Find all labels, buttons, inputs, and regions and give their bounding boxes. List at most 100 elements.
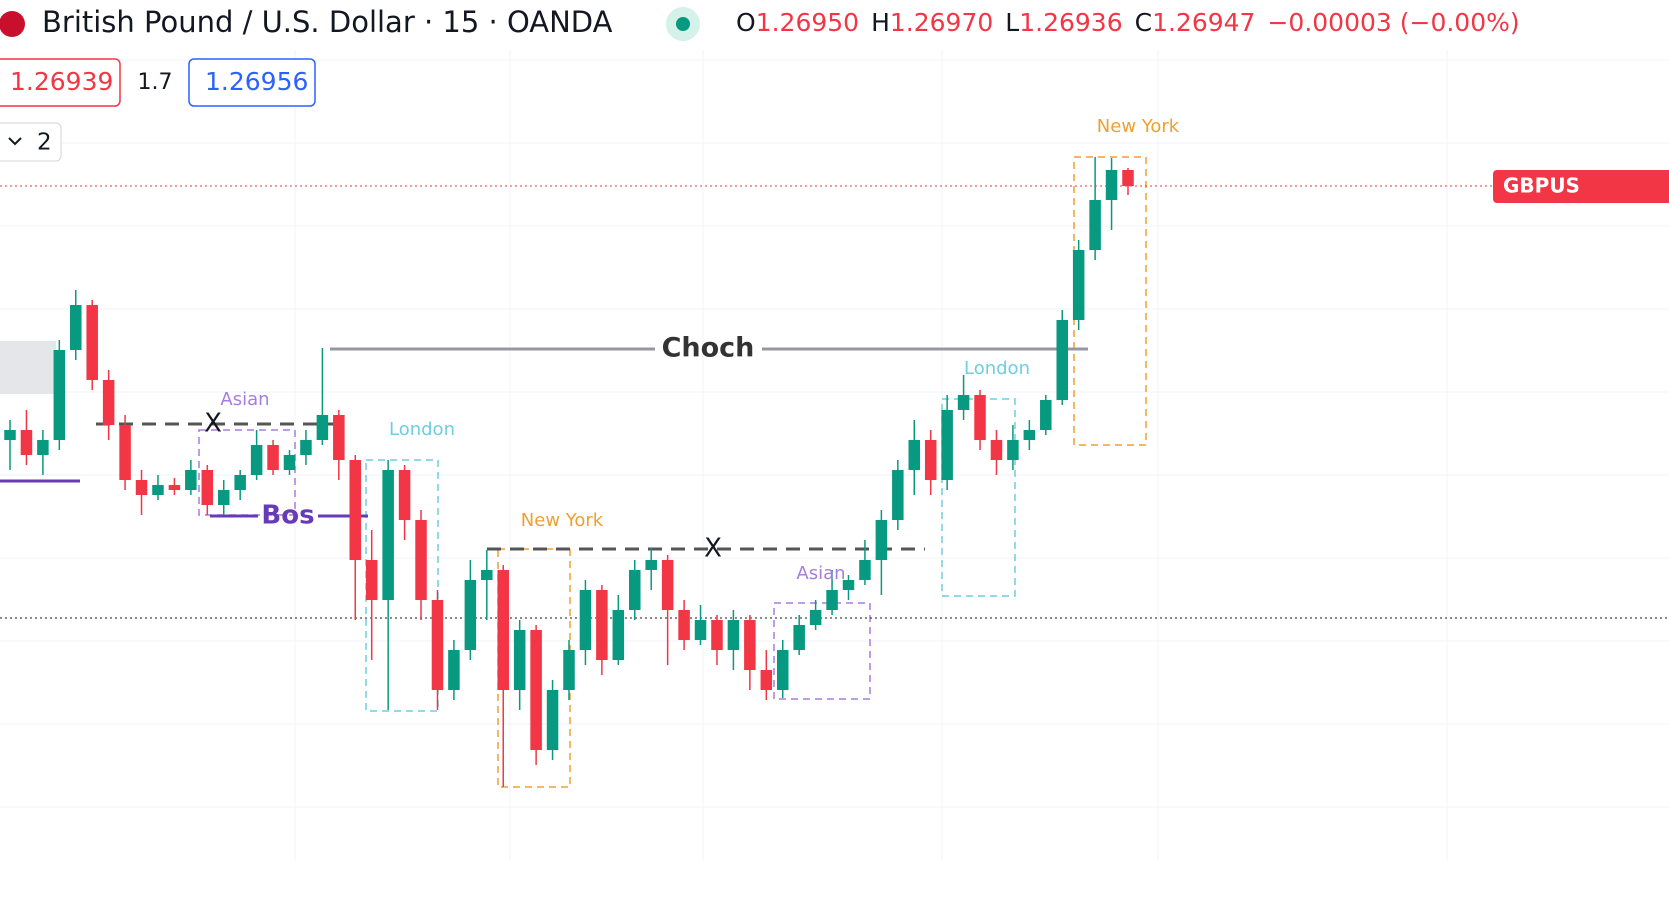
h-value: 1.26970 [890,8,993,37]
candle-body [398,470,411,520]
candle-body [809,610,822,625]
candle-body [760,670,773,690]
candle-body [694,620,707,640]
candle-body [250,445,263,475]
session-label: New York [521,510,604,531]
candle-body [579,590,592,650]
candle-body [70,305,82,350]
indicator-count[interactable]: 2 [37,130,52,156]
ask-price[interactable]: 1.26956 [205,67,308,96]
grid [0,50,1669,860]
candle-body [1023,430,1036,440]
candle-body [974,395,986,440]
h-label: H [871,8,890,37]
session-boxes [198,156,1147,788]
candle-body [957,395,970,410]
candle-body [892,470,904,520]
candle-body [859,560,871,580]
candle-body [316,415,329,440]
candle-body [365,560,378,600]
candle-body [629,570,641,610]
buy-button[interactable] [188,58,316,107]
sell-button[interactable] [0,58,121,107]
candle-body [612,610,625,660]
symbol-title: British Pound / U.S. Dollar · 15 · OANDA [42,5,613,39]
flag-icon [0,11,25,37]
candle-body [1122,170,1134,186]
candle-body [448,650,460,690]
candle-body [37,440,49,455]
chevron-icon [8,137,22,146]
candle-body [481,570,493,580]
candle-body [645,560,657,570]
ohlc: O1.26950 H1.26970 L1.26936 C1.26947 −0.00003… [736,8,1520,37]
candle-body [826,590,838,610]
asian-box [773,602,871,700]
candle-body [776,650,789,690]
candle-body [168,485,181,490]
choch-label: Choch [662,333,755,364]
bid-price[interactable]: 1.26939 [10,67,113,96]
candle-body [924,440,937,480]
candle-body [415,520,427,600]
candle-body [1056,320,1068,400]
candle-body [102,380,115,425]
candle-body [744,620,756,670]
candle-body [333,415,345,460]
candle-body [530,630,542,750]
candle-body [217,490,230,505]
o-label: O [736,8,756,37]
x-label: X [704,534,722,564]
candle-body [283,455,296,470]
session-label: London [389,419,455,440]
candle-body [300,440,312,455]
candle-body [185,470,197,490]
candle-body [431,600,444,690]
c-value: 1.26947 [1152,8,1255,37]
candle-body [842,580,855,590]
candle-body [382,470,394,600]
candle-body [711,620,723,650]
candle-body [1072,250,1085,320]
candle-body [875,520,888,560]
candle-body [793,625,805,650]
candle-body [546,690,559,750]
candle-body [135,480,148,495]
c-label: C [1135,8,1152,37]
session-label: Asian [796,563,845,584]
newyork-box [1073,156,1147,446]
l-value: 1.26936 [1019,8,1122,37]
candle-body [1007,440,1019,460]
candle-body [1105,170,1118,200]
indicator-toggle[interactable] [0,122,62,162]
candle-body [596,590,608,660]
candle-body [678,610,690,640]
spread: 1.7 [138,70,173,95]
l-label: L [1005,8,1019,37]
symbol-tag [1493,170,1669,203]
zone [0,341,56,394]
candle-body [563,650,575,690]
candle-body [201,470,214,505]
candle-body [119,425,131,480]
candle-body [152,485,164,495]
candles [4,157,1134,787]
candle-body [908,440,921,470]
candle-body [727,620,740,650]
bos-label: Bos [261,501,314,531]
o-value: 1.26950 [756,8,859,37]
candle-body [20,430,33,455]
session-label: Asian [220,389,269,410]
candle-body [4,430,16,440]
candle-body [1040,400,1052,430]
candle-body [86,305,98,380]
candle-body [497,570,509,690]
header-bg [0,0,1669,50]
candle-body [1089,200,1101,250]
candle-body [349,460,362,560]
candle-body [267,445,279,470]
candle-body [990,440,1003,460]
status-dot [676,17,690,31]
session-label: London [964,358,1030,379]
